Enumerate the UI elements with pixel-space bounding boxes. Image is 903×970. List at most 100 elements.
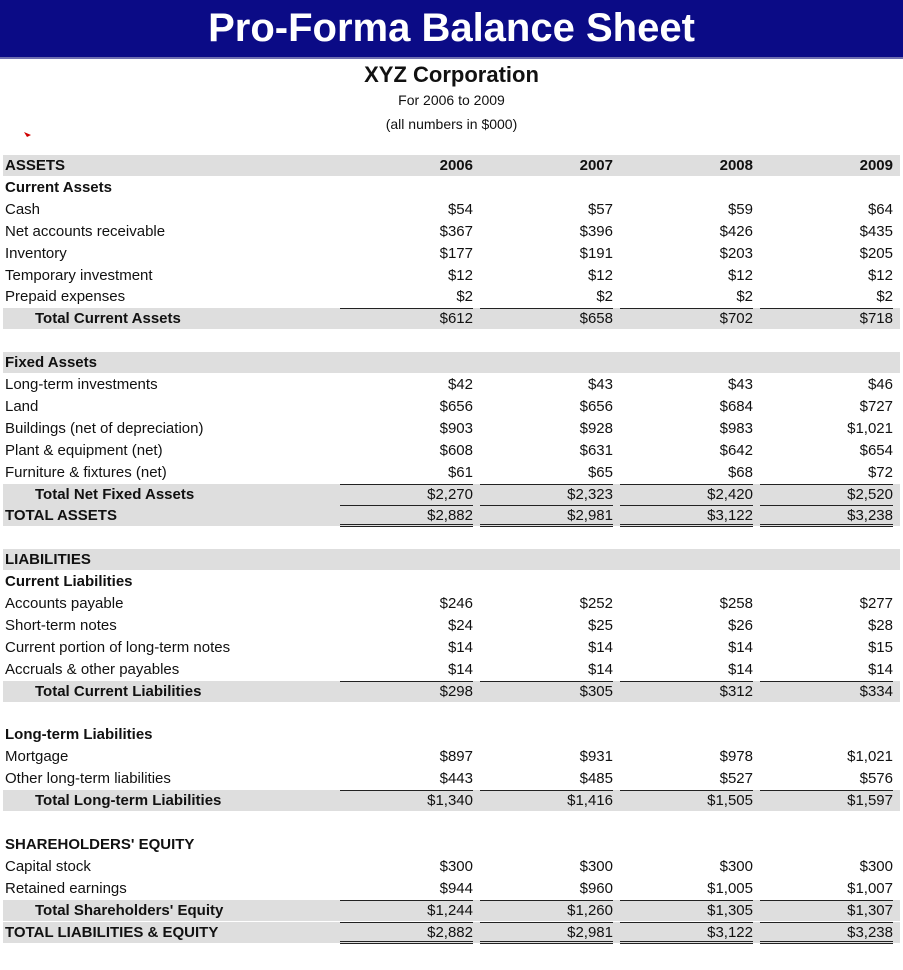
column-header: 2008	[719, 157, 753, 174]
value-cell: $2,420	[620, 483, 753, 505]
row-label: TOTAL LIABILITIES & EQUITY	[5, 923, 219, 941]
row-label: Fixed Assets	[5, 354, 97, 372]
table-row: Net accounts receivable $367 $396 $426 $435	[3, 221, 900, 242]
value-cell: $1,597	[760, 790, 893, 811]
table-row: Mortgage $897 $931 $978 $1,021	[3, 746, 900, 767]
table-row: Long-term investments $42 $43 $43 $46	[3, 374, 900, 395]
value-cell: $334	[760, 680, 893, 702]
table-row: Buildings (net of depreciation) $903 $928 $…	[3, 418, 900, 439]
row-label: Land	[5, 397, 39, 415]
table-row: Plant & equipment (net) $608 $631 $642 $654	[3, 440, 900, 461]
value-cell: $2	[596, 288, 613, 306]
value-cell: $205	[859, 244, 893, 262]
value-cell: $14	[587, 638, 613, 656]
row-label: Total Current Assets	[35, 310, 181, 328]
value-cell: $983	[719, 419, 753, 437]
value-cell: $2,323	[480, 483, 613, 505]
title: Pro-Forma Balance Sheet	[208, 6, 695, 50]
value-cell: $2	[876, 288, 893, 306]
row-label: Cash	[5, 200, 41, 218]
row-label: Accounts payable	[5, 595, 124, 612]
value-cell: $443	[439, 770, 473, 788]
table-row: TOTAL LIABILITIES & EQUITY $2,882 $2,981 $3…	[3, 921, 900, 944]
value-cell: $57	[587, 200, 613, 218]
table-row: Retained earnings $944 $960 $1,005 $1,007	[3, 878, 900, 899]
table-row: Long-term Liabilities	[3, 724, 900, 745]
value-cell: $2	[736, 288, 753, 306]
value-cell: $26	[727, 616, 753, 634]
value-cell: $25	[587, 616, 613, 634]
table-row: ASSETS 2006 2007 2008 2009	[3, 155, 900, 176]
value-cell: $203	[719, 244, 753, 262]
value-cell: $1,021	[847, 748, 893, 766]
value-cell: $931	[579, 748, 613, 766]
table-row: Land $656 $656 $684 $727	[3, 396, 900, 417]
value-cell: $246	[439, 595, 473, 612]
table-row: Total Long-term Liabilities $1,340 $1,416 $…	[3, 790, 900, 812]
value-cell: $65	[587, 463, 613, 481]
value-cell: $718	[760, 308, 893, 329]
value-cell: $1,007	[847, 879, 893, 897]
value-cell: $897	[439, 748, 473, 766]
row-label: Inventory	[5, 244, 67, 262]
value-cell: $42	[447, 376, 473, 393]
table-row: Cash $54 $57 $59 $64	[3, 199, 900, 220]
table-row: Furniture & fixtures (net) $61 $65 $68 $72	[3, 462, 900, 483]
table-row: Fixed Assets	[3, 352, 900, 374]
value-cell: $1,305	[620, 899, 753, 921]
table-row: Total Current Liabilities $298 $305 $312 $33…	[3, 680, 900, 702]
value-cell: $61	[447, 463, 473, 481]
value-cell: $2,882	[340, 505, 473, 528]
value-cell: $435	[859, 222, 893, 240]
row-label: Long-term investments	[5, 376, 158, 393]
value-cell: $300	[719, 857, 753, 875]
company: XYZ Corporation	[364, 62, 539, 87]
table-row: Total Current Assets $612 $658 $702 $718	[3, 308, 900, 330]
value-cell: $46	[867, 376, 893, 393]
table-row: Current Liabilities	[3, 571, 900, 592]
value-cell: $14	[727, 660, 753, 678]
value-cell: $59	[727, 200, 753, 218]
table-row: Prepaid expenses $2 $2 $2 $2	[3, 286, 900, 307]
table-row: Current portion of long-term notes $14 $14…	[3, 637, 900, 658]
table-row: Short-term notes $24 $25 $26 $28	[3, 615, 900, 636]
value-cell: $654	[859, 441, 893, 459]
row-label: ASSETS	[5, 157, 66, 174]
value-cell: $12	[587, 266, 613, 284]
value-cell: $944	[439, 879, 473, 897]
value-cell: $2,270	[340, 483, 473, 505]
value-cell: $1,260	[480, 899, 613, 921]
table-row: Capital stock $300 $300 $300 $300	[3, 856, 900, 877]
value-cell: $485	[579, 770, 613, 788]
value-cell: $684	[719, 397, 753, 415]
value-cell: $960	[579, 879, 613, 897]
value-cell: $14	[587, 660, 613, 678]
value-cell: $631	[579, 441, 613, 459]
value-cell: $656	[439, 397, 473, 415]
value-cell: $14	[447, 638, 473, 656]
value-cell: $642	[719, 441, 753, 459]
value-cell: $14	[727, 638, 753, 656]
column-header: 2009	[859, 157, 893, 174]
value-cell: $300	[579, 857, 613, 875]
value-cell: $3,122	[620, 921, 753, 944]
value-cell: $1,340	[340, 790, 473, 811]
row-label: Capital stock	[5, 857, 91, 875]
value-cell: $928	[579, 419, 613, 437]
column-header: 2007	[579, 157, 613, 174]
value-cell: $64	[867, 200, 893, 218]
row-label: Total Long-term Liabilities	[35, 792, 222, 810]
row-label: LIABILITIES	[5, 551, 91, 569]
table-row: Current Assets	[3, 177, 900, 198]
value-cell: $3,238	[760, 921, 893, 944]
value-cell: $656	[579, 397, 613, 415]
value-cell: $903	[439, 419, 473, 437]
value-cell: $3,238	[760, 505, 893, 528]
value-cell: $1,021	[847, 419, 893, 437]
row-label: Mortgage	[5, 748, 69, 766]
value-cell: $2,882	[340, 921, 473, 944]
table-row: Total Shareholders' Equity $1,244 $1,260 $1…	[3, 899, 900, 921]
value-cell: $24	[447, 616, 473, 634]
row-label: Current Assets	[5, 178, 112, 196]
column-header: 2006	[439, 157, 473, 174]
